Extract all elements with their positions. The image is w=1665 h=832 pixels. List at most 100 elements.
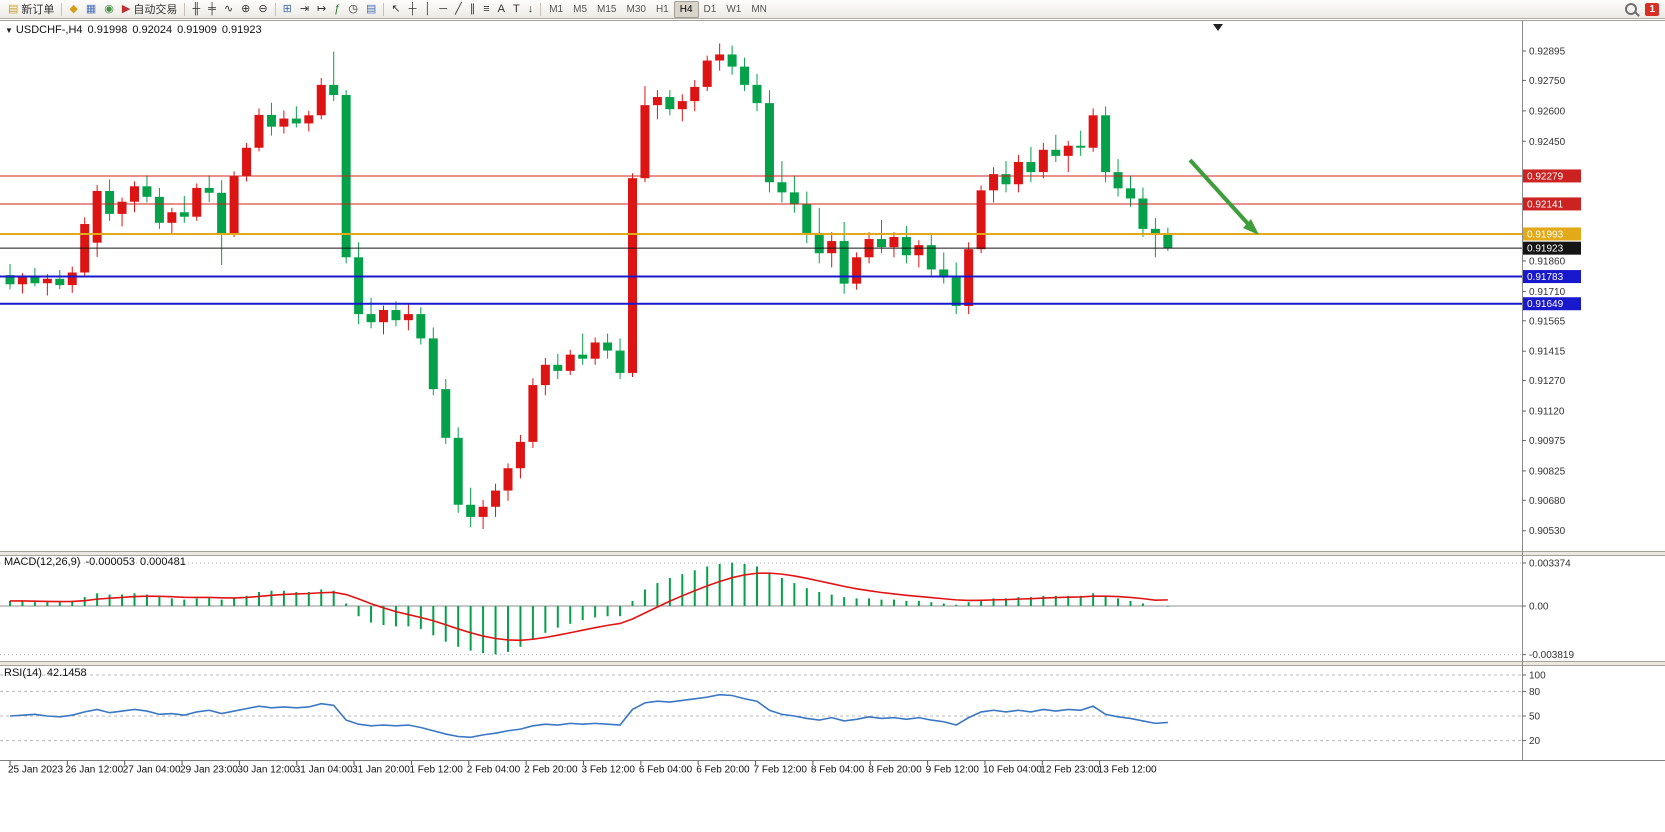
cursor-button[interactable]: ↖ [387,1,404,17]
svg-text:0.91120: 0.91120 [1529,407,1565,418]
horizontal-line-icon: ─ [439,3,448,15]
autotrading-button[interactable]: ▶ 自动交易 [118,1,181,17]
vertical-line-button[interactable]: │ [420,1,435,17]
svg-text:0.92750: 0.92750 [1529,76,1566,87]
chart-shift-marker-group[interactable] [1213,24,1223,31]
charts-profile-icon[interactable]: ◆ [65,1,81,17]
svg-text:0.92895: 0.92895 [1529,47,1566,58]
candle [428,327,438,396]
down-arrow-line[interactable] [1188,158,1252,228]
candle [80,217,90,278]
periods-icon: ◷ [348,3,358,15]
macd-main-value: -0.000053 [85,556,135,568]
svg-text:0.91565: 0.91565 [1529,316,1566,327]
template-icon: ▤ [366,3,377,15]
text-button[interactable]: A [494,1,509,17]
candle [1150,217,1160,258]
svg-text:0.91783: 0.91783 [1527,272,1564,283]
chart-shift-button[interactable]: ↦ [313,1,330,17]
zoom-in-button[interactable]: ⊕ [237,1,254,17]
symbol-header: ▼ USDCHF-,H4 0.91998 0.92024 0.91909 0.91923 [5,24,262,36]
candle [341,90,351,264]
toolbar-separator [383,2,385,16]
candle [142,175,152,203]
svg-text:0.91649: 0.91649 [1527,299,1564,310]
candle [67,266,77,293]
candle [1138,187,1148,238]
candle [640,86,650,183]
down-arrow-head[interactable] [1243,219,1259,235]
timeframe-button-m1[interactable]: M1 [549,3,564,15]
label-button[interactable]: T [509,1,524,17]
timeframe-button-h1[interactable]: H1 [655,3,669,15]
rsi-header: RSI(14) 42.1458 [4,667,87,679]
new-order-button[interactable]: ▤ 新订单 [4,1,58,17]
timeframe-button-h4[interactable]: H4 [673,0,699,18]
candle [204,175,214,203]
candle [105,179,115,221]
svg-text:100: 100 [1529,671,1546,682]
candle [304,110,314,132]
svg-text:25 Jan 2023: 25 Jan 2023 [8,765,63,776]
rsi-axis: 100 80 50 20 [1522,671,1546,747]
svg-text:80: 80 [1529,687,1541,698]
timeframe-button-w1[interactable]: W1 [726,3,742,15]
candle [366,297,376,329]
zoom-out-icon: ⊖ [258,3,268,15]
navigator-icon[interactable]: ◉ [100,1,118,17]
horizontal-line-button[interactable]: ─ [435,1,451,17]
candle [964,242,974,315]
candle [42,274,52,296]
periods-button[interactable]: ◷ [344,1,362,17]
candle [1013,155,1023,193]
arrows-button[interactable]: ↓ [524,1,538,17]
svg-text:0.92450: 0.92450 [1529,137,1566,148]
bar-chart-button[interactable]: ╫ [188,1,204,17]
chart-shift-marker[interactable] [1213,24,1223,31]
notification-badge[interactable]: 1 [1645,2,1659,16]
svg-text:6 Feb 20:00: 6 Feb 20:00 [696,765,750,776]
search-icon[interactable] [1625,3,1638,15]
level-lines[interactable] [0,175,1522,305]
timeframe-button-m30[interactable]: M30 [626,3,646,15]
time-axis[interactable]: 25 Jan 2023 26 Jan 12:00 27 Jan 04:00 29 Ja… [8,761,1157,776]
line-chart-button[interactable]: ∿ [220,1,237,17]
candle [130,181,139,213]
svg-text:0.92600: 0.92600 [1529,106,1566,117]
template-button[interactable]: ▤ [362,1,380,17]
zoom-out-button[interactable]: ⊖ [254,1,271,17]
timeframe-button-m5[interactable]: M5 [573,3,588,15]
timeframe-button-d1[interactable]: D1 [703,3,717,15]
candle [329,51,339,102]
candle [565,349,575,375]
toolbar-separator [61,2,63,16]
channel-button[interactable]: ∥ [466,1,480,17]
macd-signal-value: 0.000481 [139,556,186,568]
candle [1038,142,1048,179]
candlestick-chart-button[interactable]: ╪ [204,1,220,17]
fibonacci-button[interactable]: ≡ [479,1,493,17]
timeframe-button-mn[interactable]: MN [751,3,767,15]
tile-windows-icon: ⊞ [282,3,292,15]
market-watch-icon[interactable]: ▦ [82,1,100,17]
indicators-button[interactable]: ƒ [330,1,344,17]
one-click-trading-toggle[interactable]: ▼ [5,26,13,35]
crosshair-button[interactable]: ┼ [405,1,421,17]
candle [1163,227,1173,252]
tile-windows-button[interactable]: ⊞ [279,1,296,17]
svg-text:3 Feb 12:00: 3 Feb 12:00 [582,765,636,776]
candle [254,108,264,152]
rsi-value: 42.1458 [46,667,87,679]
candle [764,90,774,193]
trendline-button[interactable]: ╱ [451,1,466,17]
ohlc-close: 0.91923 [221,24,262,36]
candle [789,175,799,213]
trend-arrow-annotation[interactable] [1188,158,1259,235]
svg-text:29 Jan 23:00: 29 Jan 23:00 [180,765,238,776]
candle [540,357,550,396]
candle [901,226,911,264]
timeframe-button-m15[interactable]: M15 [597,3,617,15]
auto-scroll-button[interactable]: ⇥ [296,1,313,17]
candle [1001,161,1011,193]
